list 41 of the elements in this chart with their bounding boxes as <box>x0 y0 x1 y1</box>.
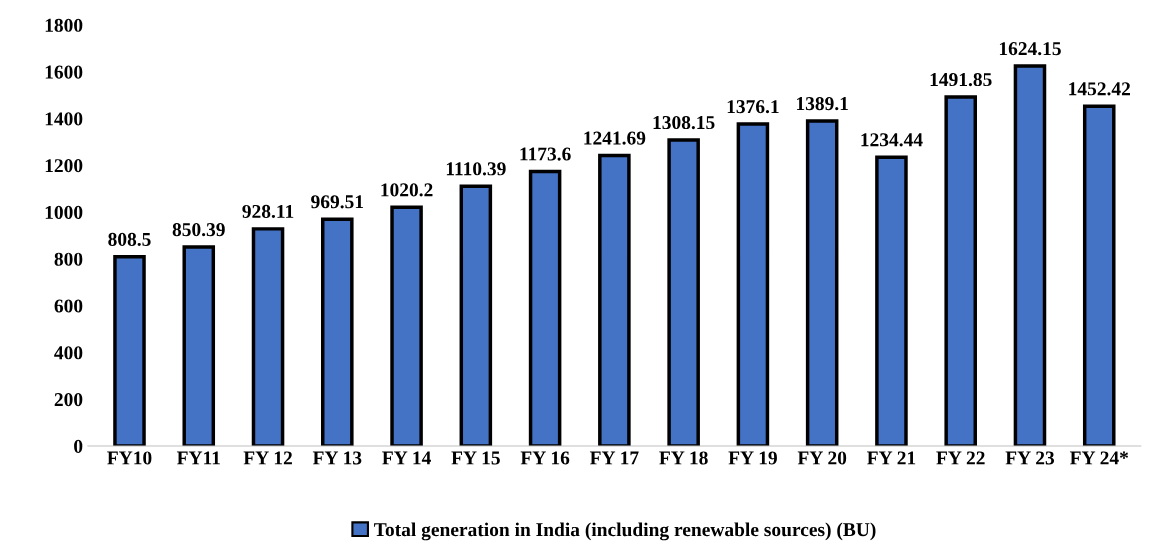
x-tick-label: FY 16 <box>520 451 570 465</box>
data-label: 1110.39 <box>446 162 506 176</box>
data-label: 850.39 <box>172 223 225 237</box>
x-tick-label: FY 13 <box>312 451 362 465</box>
data-label: 1234.44 <box>861 133 923 147</box>
x-tick-label: FY 22 <box>936 451 985 465</box>
x-tick-label: FY 21 <box>867 451 916 465</box>
data-label: 928.11 <box>242 204 294 219</box>
y-tick-label: 800 <box>54 252 83 266</box>
data-label: 1491.85 <box>930 72 992 87</box>
x-tick-label: FY 12 <box>243 451 292 465</box>
x-tick-label: FY11 <box>176 451 220 465</box>
data-label: 1241.69 <box>584 131 646 145</box>
y-tick-label: 600 <box>54 299 83 313</box>
x-tick-label: FY 23 <box>1005 451 1055 465</box>
data-label: 1452.42 <box>1069 82 1130 96</box>
data-label: 969.51 <box>311 195 364 209</box>
y-tick-label: 1000 <box>45 205 83 219</box>
data-label: 1173.6 <box>520 147 571 161</box>
y-tick-label: 1400 <box>45 112 83 126</box>
y-tick-label: 1200 <box>45 159 83 173</box>
x-tick-label: FY10 <box>107 451 152 465</box>
data-label: 1376.1 <box>727 100 779 114</box>
x-tick-label: FY 24* <box>1069 451 1129 465</box>
x-tick-label: FY 14 <box>382 451 431 465</box>
data-label: 1624.15 <box>999 42 1061 56</box>
data-label: 808.5 <box>108 232 151 247</box>
y-tick-label: 0 <box>74 439 83 453</box>
legend-label: Total generation in India (including renewable sources) (BU) <box>374 522 876 541</box>
y-tick-label: 1600 <box>45 65 83 79</box>
x-tick-label: FY 19 <box>728 451 777 465</box>
x-tick-label: FY 17 <box>589 451 639 465</box>
x-tick-label: FY 20 <box>797 451 847 465</box>
data-label: 1389.1 <box>796 97 848 111</box>
x-tick-label: FY 15 <box>451 451 500 465</box>
y-tick-label: 200 <box>54 393 83 407</box>
x-tick-label: FY 18 <box>659 451 708 465</box>
y-tick-label: 400 <box>54 346 83 360</box>
y-tick-label: 1800 <box>45 18 83 32</box>
data-label: 1020.2 <box>381 183 433 197</box>
data-label: 1308.15 <box>653 115 715 130</box>
